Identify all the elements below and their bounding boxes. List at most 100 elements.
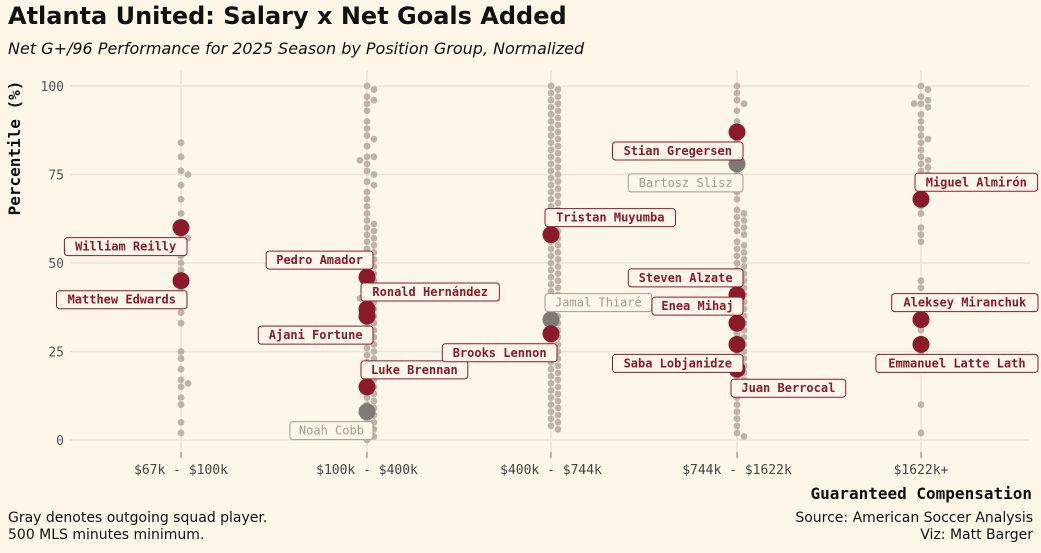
player-point [358, 307, 376, 325]
league-point [554, 128, 562, 136]
league-point [370, 355, 378, 362]
league-point [733, 245, 741, 253]
league-point [733, 220, 741, 228]
league-point [554, 390, 562, 398]
league-point [547, 195, 555, 203]
league-point [363, 210, 371, 217]
league-point [177, 153, 185, 161]
league-point [547, 365, 555, 373]
player-label-text: Ajani Fortune [269, 328, 363, 342]
league-point [177, 195, 185, 203]
player-label: Miguel Almirón [914, 172, 1039, 192]
player-label-text: Ronald Hernández [372, 285, 488, 299]
league-point [370, 96, 378, 104]
player-point [728, 335, 746, 353]
league-point [554, 107, 562, 115]
league-point [547, 245, 555, 253]
player-point [912, 190, 930, 208]
player-point [358, 403, 376, 421]
player-label-box [63, 237, 188, 257]
player-label-text: Aleksey Miranchuk [903, 296, 1027, 310]
league-point [363, 195, 371, 203]
league-point [554, 114, 562, 122]
league-point [554, 376, 562, 384]
league-point [917, 100, 925, 108]
player-label: Luke Brennan [360, 360, 469, 380]
league-point [363, 188, 371, 196]
player-label-text: Emmanuel Latte Lath [888, 356, 1025, 370]
league-point [547, 167, 555, 175]
chart-subtitle: Net G+/96 Performance for 2025 Season by… [8, 39, 585, 58]
player-point [542, 311, 560, 329]
league-point [733, 330, 741, 338]
y-tick-label: 100 [41, 80, 64, 95]
league-point [363, 160, 371, 168]
league-point [740, 231, 748, 239]
league-point [177, 418, 185, 426]
player-label: Noah Cobb [289, 421, 374, 441]
player-label-box [56, 290, 188, 310]
league-point [554, 362, 562, 370]
league-point [363, 82, 371, 90]
player-label-text: Juan Berrocal [741, 381, 835, 395]
league-point [547, 96, 555, 104]
league-point [363, 132, 371, 139]
league-point [917, 210, 925, 217]
league-point [554, 199, 562, 207]
league-point [363, 238, 371, 246]
x-tick-label: $100k - $400k [316, 463, 418, 478]
league-point [554, 192, 562, 200]
league-point [924, 86, 932, 93]
league-point [733, 238, 741, 246]
league-point [733, 118, 741, 125]
player-label: Steven Alzate [627, 268, 744, 288]
league-point [547, 415, 555, 423]
league-point [554, 270, 562, 278]
league-point [547, 103, 555, 111]
league-point [547, 252, 555, 260]
player-label-box [360, 282, 500, 302]
league-point [917, 118, 925, 125]
league-point [733, 82, 741, 90]
league-point [917, 93, 925, 101]
league-point [917, 401, 925, 408]
chart-title: Atlanta United: Salary x Net Goals Added [8, 2, 567, 30]
league-point [554, 241, 562, 249]
league-point [177, 383, 185, 391]
player-label-box [257, 325, 374, 345]
player-label-box [627, 268, 744, 288]
league-point [363, 93, 371, 101]
player-label-box [627, 173, 744, 193]
league-point [917, 277, 925, 285]
league-point [370, 348, 378, 355]
player-label: Enea Mihaj [651, 296, 744, 316]
league-point [733, 401, 741, 408]
league-point [363, 245, 371, 253]
league-point [554, 425, 562, 433]
league-point [547, 89, 555, 97]
league-point [547, 118, 555, 125]
league-point [554, 100, 562, 108]
league-point [733, 206, 741, 214]
league-point [733, 107, 741, 115]
league-point [924, 164, 932, 171]
league-point [370, 234, 378, 242]
league-point [740, 256, 748, 263]
league-point [177, 348, 185, 355]
league-point [363, 118, 371, 125]
league-point [547, 139, 555, 147]
league-point [547, 82, 555, 90]
league-point [554, 263, 562, 270]
league-point [554, 86, 562, 93]
league-point [184, 171, 192, 178]
league-point [547, 273, 555, 281]
player-point [912, 311, 930, 329]
footnote-minutes: 500 MLS minutes minimum. [8, 527, 205, 543]
source-credit: Source: American Soccer Analysis [795, 510, 1033, 526]
league-point [917, 110, 925, 118]
league-point [917, 160, 925, 168]
player-label: Ronald Hernández [360, 282, 500, 302]
y-tick-label: 75 [48, 169, 64, 184]
player-label-text: Noah Cobb [299, 424, 364, 438]
y-tick-label: 25 [48, 346, 64, 361]
